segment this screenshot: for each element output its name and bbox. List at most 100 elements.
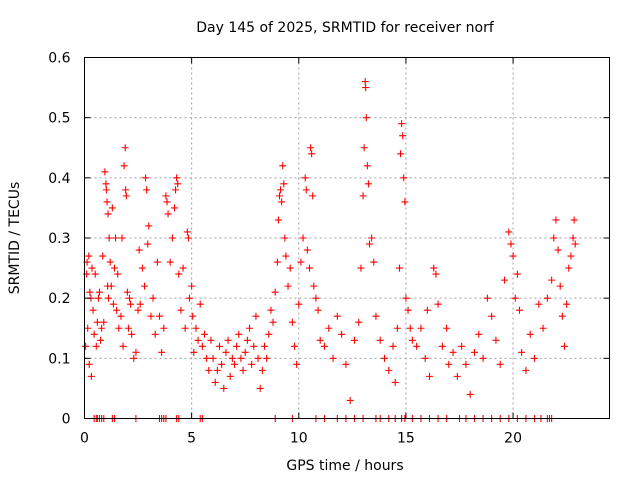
data-point [288,318,296,326]
data-point [462,360,470,368]
data-point [274,216,282,224]
data-points [82,78,579,422]
data-point [93,318,101,326]
data-point [554,246,562,254]
data-point [449,348,457,356]
data-point [306,264,313,272]
data-point [222,348,230,356]
data-point [243,336,251,344]
data-point [105,234,113,242]
data-point [563,300,571,308]
data-point [118,234,126,242]
data-point [406,324,414,332]
data-point [142,174,150,182]
y-tick-label: 0.2 [48,291,70,307]
data-point [389,342,397,350]
data-point [211,378,219,386]
data-point [113,306,121,314]
data-point [269,318,277,326]
data-point [87,372,95,380]
data-point [246,324,253,332]
data-point [122,186,130,194]
y-tick-label: 0.3 [48,231,70,247]
data-point [376,336,384,344]
data-point [134,306,142,314]
data-point [160,324,168,332]
data-point [338,330,346,338]
data-point [531,354,538,362]
data-point [239,366,247,374]
data-point [516,306,523,314]
data-point [362,84,370,92]
data-point [445,360,453,368]
data-point [271,288,279,296]
data-point [224,336,232,344]
data-point [535,300,543,308]
data-point [89,306,97,314]
data-point [310,282,318,290]
data-point [94,294,102,302]
data-point [198,342,206,350]
data-point [258,366,266,374]
data-point [261,342,268,350]
data-point [156,312,163,320]
data-point [351,336,358,344]
data-point [119,342,127,350]
y-tick-label: 0.6 [48,51,70,67]
y-axis-title: SRMTID / TECUs [7,182,23,295]
data-point [91,270,99,278]
data-point [216,342,223,350]
data-point [120,162,128,170]
data-point [186,294,193,302]
data-point [267,306,275,314]
y-tick-label: 0.4 [48,171,70,187]
data-point [360,144,368,152]
data-point [97,336,105,344]
data-point [333,312,341,320]
data-point [518,348,526,356]
data-point [153,258,161,266]
data-point [171,204,178,212]
data-point [539,324,547,332]
data-point [505,228,513,236]
data-point [314,306,322,314]
data-point [213,366,221,374]
data-point [402,294,410,302]
data-point [430,264,438,272]
data-point [207,336,215,344]
data-point [571,240,579,248]
data-point [548,276,556,284]
x-axis-title: GPS time / hours [286,458,403,474]
data-point [513,270,521,278]
data-point [362,114,370,122]
data-point [141,282,148,290]
data-point [231,360,238,368]
data-point [124,324,132,332]
data-point [172,186,180,194]
data-point [209,354,217,362]
data-point [399,132,407,140]
data-point [561,342,568,350]
data-point [179,264,187,272]
data-point [181,324,189,332]
data-point [558,312,566,320]
data-point [329,354,337,362]
data-point [162,192,170,200]
data-point [174,180,182,188]
data-point [96,288,103,296]
data-point [286,264,294,272]
data-point [556,282,564,290]
data-point [355,318,363,326]
data-point [86,288,94,296]
data-point [282,252,290,260]
data-point [82,342,90,350]
x-tick-label: 10 [290,431,308,447]
data-point [241,348,249,356]
data-point [453,372,461,380]
data-point [164,210,172,218]
data-point [177,306,185,314]
data-point [254,354,262,362]
data-point [398,120,406,128]
data-point [100,318,108,326]
